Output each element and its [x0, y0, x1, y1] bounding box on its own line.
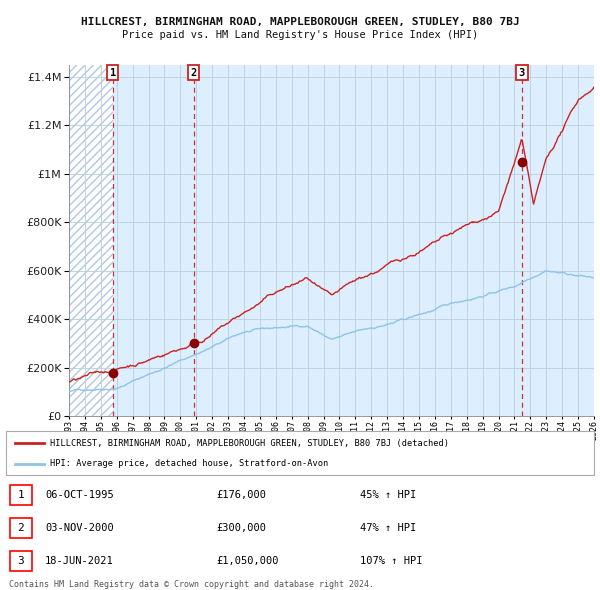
Bar [522, 65, 594, 416]
Text: 18-JUN-2021: 18-JUN-2021 [45, 556, 114, 566]
Text: 107% ↑ HPI: 107% ↑ HPI [360, 556, 422, 566]
Bar [194, 65, 522, 416]
Text: Contains HM Land Registry data © Crown copyright and database right 2024.: Contains HM Land Registry data © Crown c… [9, 580, 374, 589]
Text: 3: 3 [17, 556, 25, 566]
Text: 47% ↑ HPI: 47% ↑ HPI [360, 523, 416, 533]
Text: 03-NOV-2000: 03-NOV-2000 [45, 523, 114, 533]
Text: Price paid vs. HM Land Registry's House Price Index (HPI): Price paid vs. HM Land Registry's House … [122, 30, 478, 40]
Text: HPI: Average price, detached house, Stratford-on-Avon: HPI: Average price, detached house, Stra… [50, 460, 328, 468]
Text: 2: 2 [191, 68, 197, 78]
Text: HILLCREST, BIRMINGHAM ROAD, MAPPLEBOROUGH GREEN, STUDLEY, B80 7BJ (detached): HILLCREST, BIRMINGHAM ROAD, MAPPLEBOROUG… [50, 438, 449, 448]
Text: £300,000: £300,000 [216, 523, 266, 533]
Text: 1: 1 [110, 68, 116, 78]
Text: £176,000: £176,000 [216, 490, 266, 500]
Text: 3: 3 [518, 68, 525, 78]
Text: HILLCREST, BIRMINGHAM ROAD, MAPPLEBOROUGH GREEN, STUDLEY, B80 7BJ: HILLCREST, BIRMINGHAM ROAD, MAPPLEBOROUG… [80, 17, 520, 27]
Text: 2: 2 [17, 523, 25, 533]
Bar [69, 65, 113, 416]
Text: £1,050,000: £1,050,000 [216, 556, 278, 566]
Text: 06-OCT-1995: 06-OCT-1995 [45, 490, 114, 500]
Text: 45% ↑ HPI: 45% ↑ HPI [360, 490, 416, 500]
Text: 1: 1 [17, 490, 25, 500]
Bar [113, 65, 194, 416]
